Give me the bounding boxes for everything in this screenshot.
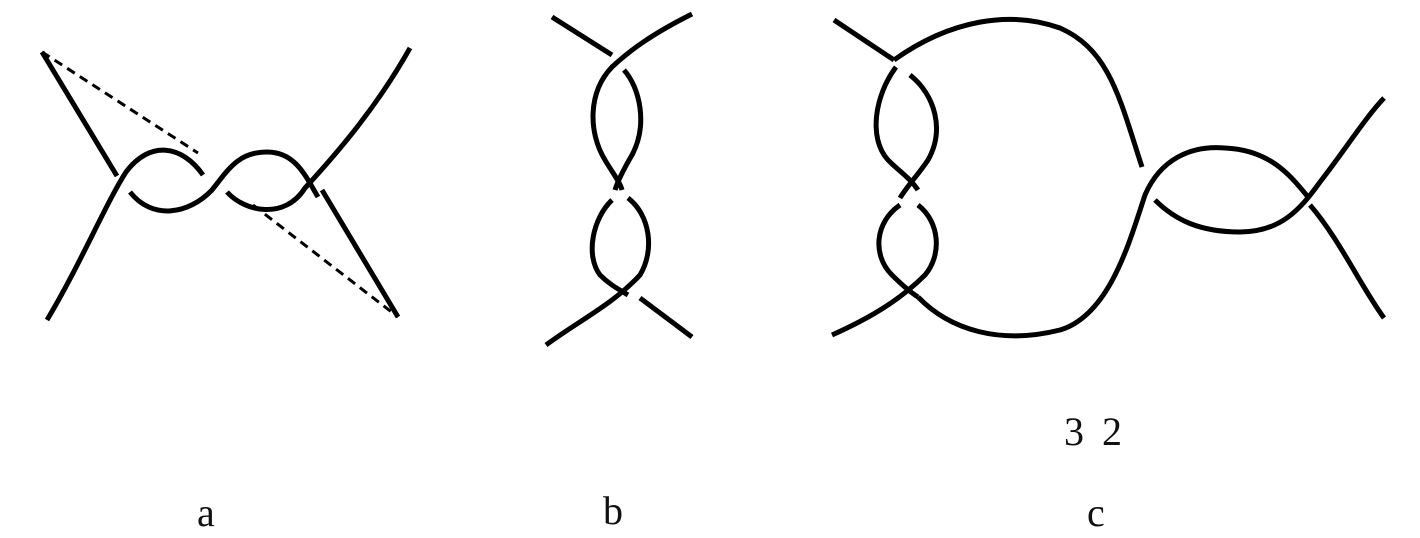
panel-c-strand-left-twist-outer [873, 65, 921, 192]
panel-c-label: c [1087, 490, 1105, 535]
panel-c-strand-right-lower-loop [1153, 96, 1386, 235]
panel-b-strand-lower-right [544, 196, 652, 348]
panel-c-strand-bottom-right [1308, 203, 1387, 320]
panel-c-strand-left-twist-lower [876, 202, 920, 300]
panel-b-strand-top-right [590, 11, 694, 191]
panel-b-tangle-diagram [544, 11, 694, 348]
panel-b-label: b [603, 488, 623, 533]
panel-a-tangle-diagram [39, 46, 413, 322]
panel-c-strand-big-lower-arc [916, 145, 1310, 339]
panel-b-strand-bottom-right [638, 296, 694, 339]
panel-a-dashed-line-lower [252, 203, 399, 319]
panel-c-tangle-diagram [830, 16, 1387, 339]
panel-a-strand-right-lower-loop [225, 46, 413, 212]
panel-c-strand-left-twist-lower-inner [830, 203, 939, 338]
panel-c-strand-top-left [832, 17, 896, 63]
panel-c-strand-big-upper-arc [892, 16, 1145, 168]
panel-c-conway-notation: 3 2 [1064, 409, 1126, 454]
panel-a-strand-lower-right [319, 188, 401, 319]
panel-a-label: a [197, 490, 215, 535]
panel-b-strand-top-left [550, 14, 614, 58]
panel-a-strand-lower-left [44, 147, 206, 322]
panel-b-strand-lower-left [589, 198, 630, 298]
panel-a-strand-left-lower-loop [128, 149, 321, 214]
panel-a-strand-upper-left [39, 50, 120, 178]
panel-c-strand-left-twist-inner [897, 73, 939, 200]
panel-a-dashed-line-upper [41, 50, 199, 155]
panel-b-strand-middle-right [612, 68, 644, 191]
